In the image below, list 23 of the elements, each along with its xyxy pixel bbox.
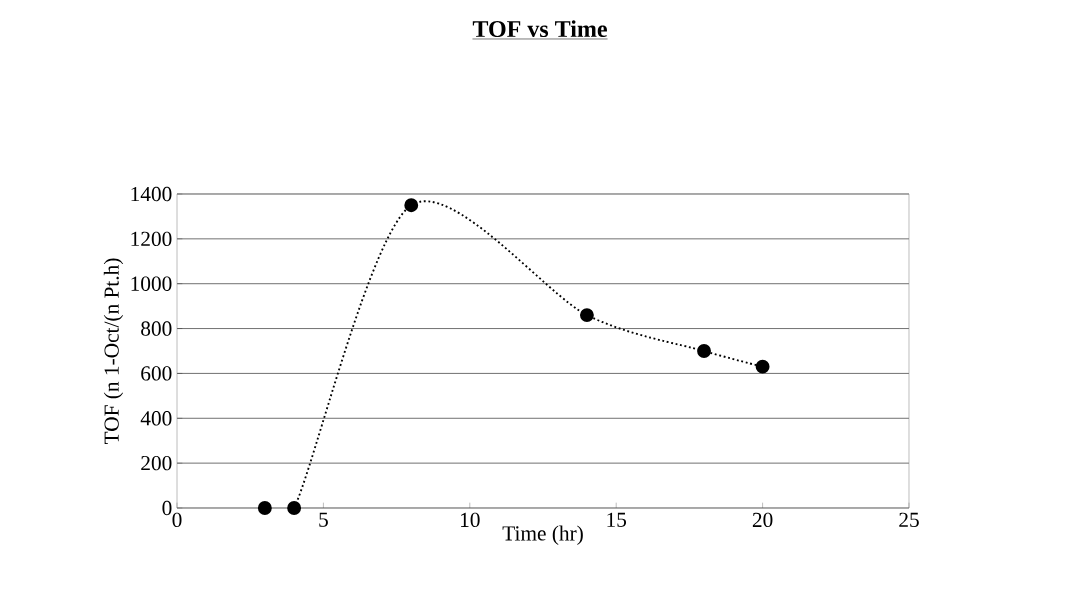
- x-tick-label: 5: [319, 512, 328, 527]
- y-tick-label: 0: [162, 500, 172, 516]
- x-tick-label: 10: [461, 512, 480, 528]
- y-tick-label: 400: [140, 411, 172, 426]
- y-tick-label: 1200: [131, 231, 172, 247]
- x-tick-label: 25: [899, 512, 919, 528]
- x-tick-label: 0: [172, 512, 182, 528]
- y-tick-label: 1400: [131, 186, 172, 202]
- x-tick-label: 20: [752, 512, 773, 528]
- y-tick-label: 600: [141, 366, 172, 381]
- x-axis-title: Time (hr): [502, 525, 583, 545]
- y-tick-label: 800: [141, 321, 172, 336]
- point: [755, 359, 770, 374]
- y-tick-label: 1000: [131, 276, 172, 291]
- point: [257, 501, 272, 515]
- chart-title: TOF vs Time: [472, 20, 607, 38]
- x-tick-label: 15: [607, 512, 627, 527]
- point: [404, 198, 419, 213]
- y-axis-title: TOF (n 1-Oct/(n Pt.h): [103, 258, 124, 445]
- point: [697, 344, 711, 358]
- y-tick-label: 200: [141, 455, 172, 471]
- point: [287, 501, 302, 515]
- point: [579, 308, 594, 323]
